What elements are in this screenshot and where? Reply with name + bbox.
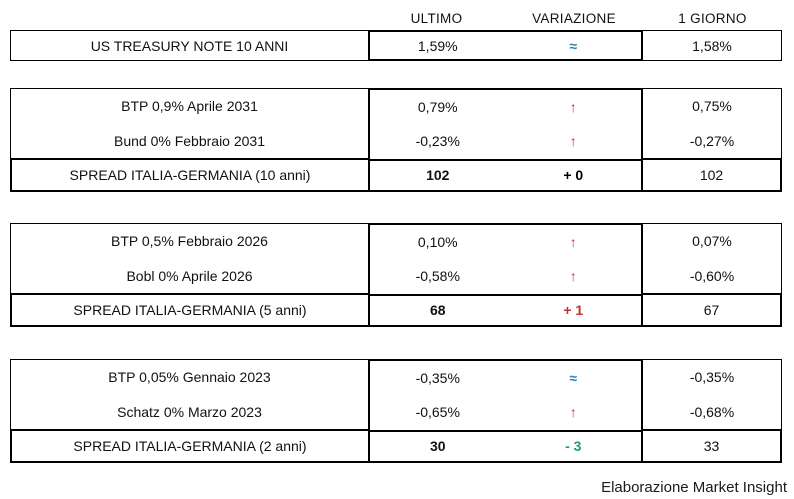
spread-label: SPREAD ITALIA-GERMANIA (2 anni) [73,438,307,454]
spread-giorno-value: 102 [699,167,724,183]
values-box: 0,10% ↑ -0,58% ↑ 68 + 1 [368,223,643,327]
column-header-giorno: 1 GIORNO [678,10,747,26]
spread-ultimo-value: 68 [429,302,446,319]
giorno-value: 0,75% [692,98,732,115]
spread-ultimo-value: 30 [429,438,446,455]
label-box: BTP 0,5% Febbraio 2026 Bobl 0% Aprile 20… [10,223,368,293]
ultimo-value: -0,35% [415,370,460,387]
values-box: 1,59% ≈ [368,30,643,61]
instrument-label: Bobl 0% Aprile 2026 [126,267,253,284]
giorno-value: -0,60% [689,267,735,284]
column-header-ultimo: ULTIMO [410,10,463,26]
steady-indicator-icon: ≈ [569,37,578,54]
spread-label: SPREAD ITALIA-GERMANIA (10 anni) [69,167,311,183]
spread-ultimo-value: 102 [426,167,450,184]
ultimo-value: -0,58% [415,268,460,285]
giorno-value: 0,07% [692,233,732,250]
values-box: 0,79% ↑ -0,23% ↑ 102 + 0 [368,88,643,192]
table-header-row: ULTIMO VARIAZIONE 1 GIORNO [10,7,794,29]
ultimo-value: -0,23% [415,133,460,150]
ultimo-value: 0,10% [417,234,458,251]
label-box: BTP 0,05% Gennaio 2023 Schatz 0% Marzo 2… [10,359,368,429]
instrument-label: BTP 0,05% Gennaio 2023 [108,369,271,386]
column-header-variazione: VARIAZIONE [532,10,616,26]
giorno-box: 0,07% -0,60% [643,223,782,293]
giorno-value: -0,27% [689,132,735,149]
spread-giorno-value: 33 [703,438,720,454]
group-us-treasury: US TREASURY NOTE 10 ANNI 1,59% ≈ 1,58% [10,30,794,61]
ultimo-value: 0,79% [417,99,458,116]
instrument-label: US TREASURY NOTE 10 ANNI [90,37,289,54]
ultimo-value: 1,59% [417,37,458,54]
attribution-text: Elaborazione Market Insight [601,479,787,496]
up-arrow-icon: ↑ [569,404,577,421]
spread-variazione-value: + 0 [563,167,584,184]
giorno-box: -0,35% -0,68% [643,359,782,429]
instrument-label: Schatz 0% Marzo 2023 [117,403,262,420]
up-arrow-icon: ↑ [569,268,577,285]
up-arrow-icon: ↑ [569,133,577,150]
group-5-anni: BTP 0,5% Febbraio 2026 Bobl 0% Aprile 20… [10,223,794,327]
spread-variazione-value: + 1 [563,302,584,319]
instrument-label: BTP 0,5% Febbraio 2026 [111,233,268,250]
instrument-label: BTP 0,9% Aprile 2031 [121,98,258,115]
spread-variazione-value: - 3 [565,438,582,455]
instrument-label: Bund 0% Febbraio 2031 [114,132,265,149]
group-10-anni: BTP 0,9% Aprile 2031 Bund 0% Febbraio 20… [10,88,794,192]
spread-label-box: SPREAD ITALIA-GERMANIA (10 anni) [10,158,368,192]
spread-giorno-box: 102 [643,158,782,192]
up-arrow-icon: ↑ [569,234,577,251]
giorno-value: 1,58% [692,37,732,54]
group-2-anni: BTP 0,05% Gennaio 2023 Schatz 0% Marzo 2… [10,359,794,463]
steady-indicator-icon: ≈ [569,370,578,387]
up-arrow-icon: ↑ [569,99,577,116]
values-box: -0,35% ≈ -0,65% ↑ 30 - 3 [368,359,643,463]
giorno-value: -0,35% [689,369,735,386]
spread-label: SPREAD ITALIA-GERMANIA (5 anni) [73,302,307,318]
spread-giorno-box: 33 [643,429,782,463]
spread-giorno-box: 67 [643,293,782,327]
label-box: BTP 0,9% Aprile 2031 Bund 0% Febbraio 20… [10,88,368,158]
spread-label-box: SPREAD ITALIA-GERMANIA (5 anni) [10,293,368,327]
giorno-value: -0,68% [689,403,735,420]
spread-giorno-value: 67 [703,302,720,318]
ultimo-value: -0,65% [415,404,460,421]
spread-label-box: SPREAD ITALIA-GERMANIA (2 anni) [10,429,368,463]
giorno-box: 1,58% [643,30,782,61]
label-box: US TREASURY NOTE 10 ANNI [10,30,368,61]
giorno-box: 0,75% -0,27% [643,88,782,158]
